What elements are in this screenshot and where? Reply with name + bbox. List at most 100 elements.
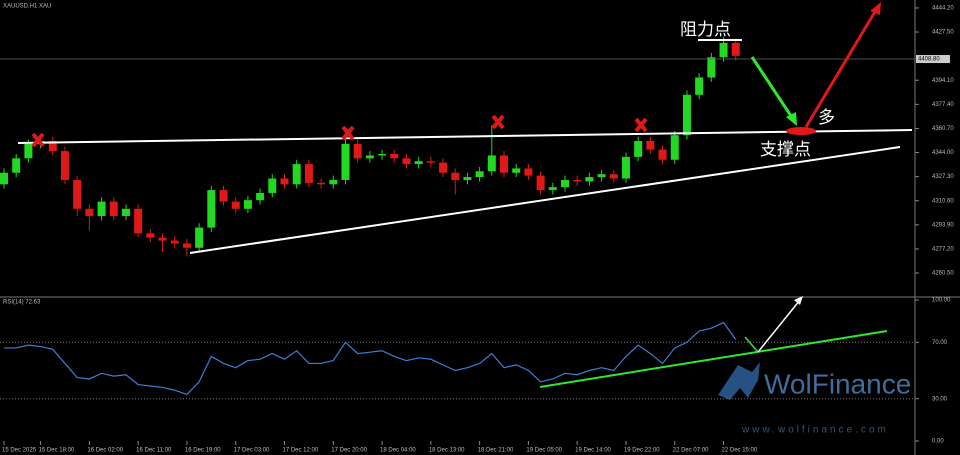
up-arrow-head (870, 2, 881, 15)
candle-body (195, 227, 204, 248)
candle-body (304, 164, 313, 183)
candle-body (353, 143, 362, 159)
candle-body (402, 158, 411, 165)
candle-body (658, 149, 667, 160)
candle-body (268, 178, 277, 193)
candle-body (682, 94, 691, 136)
rsi-label: RSI(14) 72.63 (3, 300, 41, 306)
watermark: WolFinance www.wolfinance.com (718, 362, 911, 436)
candle-body (85, 208, 94, 217)
rsi-pullback (744, 336, 759, 353)
up-arrow (804, 9, 878, 128)
rsi-trendline (539, 330, 888, 388)
candle-body (292, 164, 301, 185)
x-tick-label: 18 Dec 21:00 (478, 448, 514, 454)
x-tick-label: 22 Dec 07:00 (673, 448, 709, 454)
candle-body (219, 190, 228, 202)
candle-body (560, 179, 569, 188)
watermark-logo (718, 362, 760, 400)
candle-body (0, 172, 8, 185)
x-tick-label: 17 Dec 20:00 (331, 448, 367, 454)
y-tick-label: 100.00 (932, 298, 951, 304)
candle-body (451, 172, 460, 180)
last-price-box (916, 55, 950, 64)
candle-body (12, 158, 21, 173)
y-tick-label: 4277.20 (932, 247, 954, 253)
candle-body (512, 168, 521, 173)
candle-body (109, 201, 118, 217)
x-tick-label: 15 Dec 18:00 (39, 448, 75, 454)
y-tick-label: 4360.70 (932, 126, 954, 132)
cross-markers (31, 114, 648, 148)
candle-body (536, 175, 545, 191)
last-price-label: 4408.80 (918, 57, 940, 63)
y-tick-label: 4344.00 (932, 150, 954, 156)
down-arrow-head (786, 112, 797, 126)
x-tick-label: 16 Dec 11:00 (136, 448, 172, 454)
candle-body (695, 77, 704, 95)
y-tick-label: 4444.20 (932, 6, 954, 12)
candle-body (60, 151, 69, 180)
candle-body (170, 240, 179, 244)
candle-body (597, 174, 606, 178)
candle-body (719, 42, 728, 58)
candle-body (329, 179, 338, 185)
x-tick-label: 17 Dec 12:00 (282, 448, 318, 454)
x-tick-label: 19 Dec 22:00 (624, 448, 660, 454)
candle-body (97, 201, 106, 217)
cross-marker (341, 125, 355, 141)
candle-body (256, 192, 265, 201)
candle-body (73, 179, 82, 209)
candle-body (414, 161, 423, 165)
candle-body (158, 237, 167, 241)
y-tick-label: 4327.30 (932, 174, 954, 180)
y-tick-label: 4377.40 (932, 102, 954, 108)
candle-body (280, 178, 289, 185)
long-label: 多 (818, 108, 835, 128)
candle-body (500, 155, 509, 173)
x-tick-label: 18 Dec 04:00 (380, 448, 416, 454)
watermark-url: www.wolfinance.com (741, 425, 889, 436)
candle-body (317, 182, 326, 185)
x-tick-label: 22 Dec 15:00 (722, 448, 758, 454)
candle-body (134, 208, 143, 234)
x-tick-label: 18 Dec 13:00 (429, 448, 465, 454)
y-tick-label: 30.00 (932, 396, 948, 402)
x-tick-label: 17 Dec 03:00 (234, 448, 270, 454)
candle-body (390, 153, 399, 159)
candle-body (439, 162, 448, 173)
candle-body (48, 140, 57, 152)
candle-body (378, 153, 387, 156)
neckline (17, 129, 913, 144)
support-label: 支撑点 (760, 140, 811, 160)
candle-body (707, 57, 716, 78)
candle-body (365, 155, 374, 159)
y-tick-label: 4310.60 (932, 198, 954, 204)
y-tick-label: 4427.50 (932, 30, 954, 36)
cross-marker (491, 114, 505, 130)
x-tick-label: 15 Dec 2025 (2, 448, 37, 454)
candle-body (146, 233, 155, 238)
y-tick-label: 4260.50 (932, 271, 954, 277)
candle-body (426, 161, 435, 163)
candle-body (646, 140, 655, 150)
support-point (786, 127, 816, 135)
candle-body (341, 143, 350, 180)
candle-body (475, 171, 484, 178)
candle-body (182, 243, 191, 248)
candle-body (207, 190, 216, 228)
x-tick-label: 16 Dec 02:00 (87, 448, 123, 454)
candle-body (609, 174, 618, 179)
candle-body (487, 155, 496, 172)
watermark-brand: WolFinance (764, 368, 911, 399)
rsi-arrow (757, 299, 801, 353)
candle-body (548, 187, 557, 191)
candle-body (121, 208, 130, 217)
y-tick-label: 4394.10 (932, 78, 954, 84)
candle-body (585, 177, 594, 182)
cross-marker (31, 132, 45, 148)
down-arrow (750, 56, 795, 120)
resistance-label: 阻力点 (680, 20, 731, 40)
y-tick-label: 4293.90 (932, 222, 954, 228)
